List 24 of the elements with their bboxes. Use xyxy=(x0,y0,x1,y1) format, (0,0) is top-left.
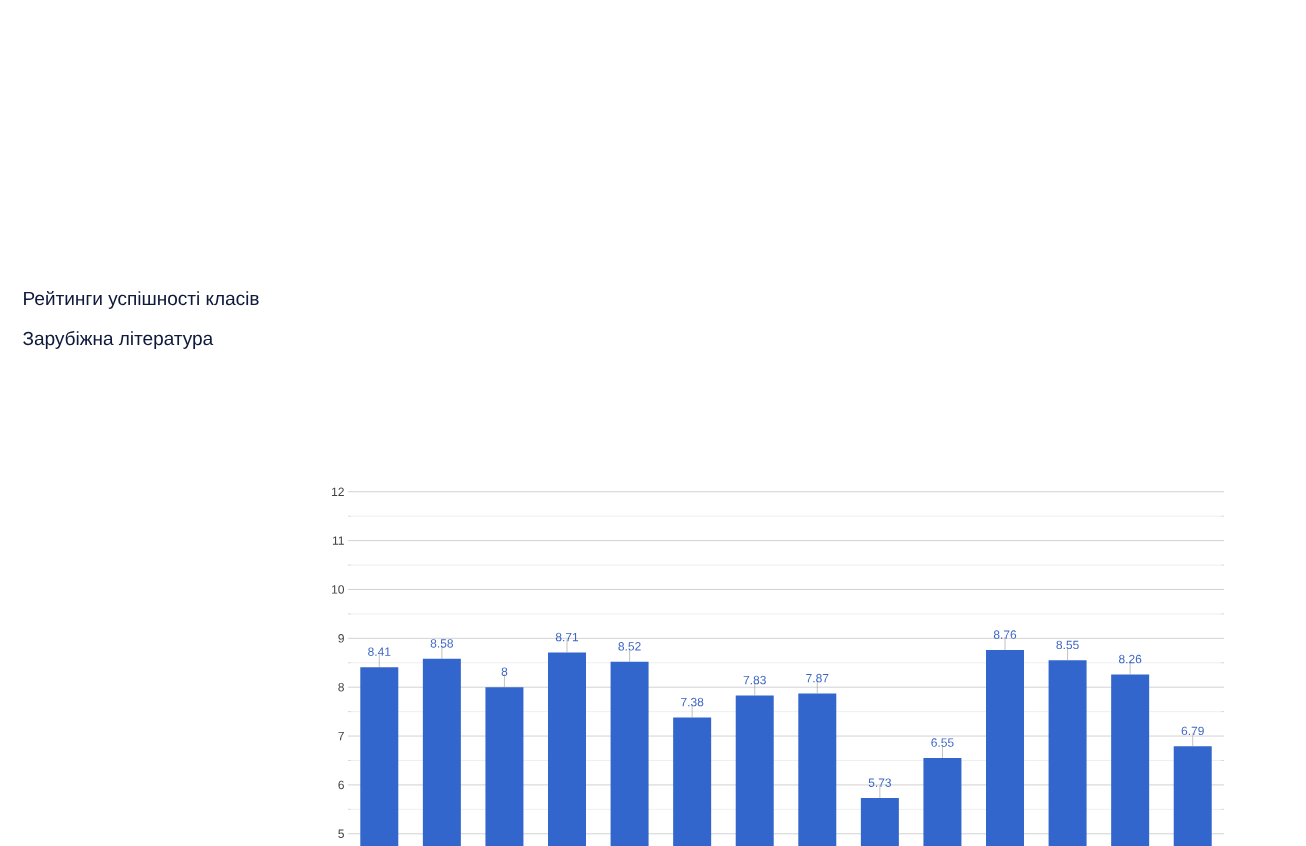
data-label: 8.55 xyxy=(1056,640,1079,649)
data-label: 8.71 xyxy=(555,632,579,642)
y-tick-label: 11 xyxy=(332,536,344,545)
data-label: 8.41 xyxy=(368,647,391,656)
y-tick-label: 9 xyxy=(338,633,344,643)
data-label: 5.73 xyxy=(868,778,892,787)
data-label: 7.38 xyxy=(681,697,704,707)
y-tick-label: 5 xyxy=(338,829,344,838)
data-label: 8.76 xyxy=(993,630,1017,639)
data-label: 8.52 xyxy=(618,641,641,651)
data-label: 8.58 xyxy=(430,639,454,648)
data-label: 6.55 xyxy=(931,738,954,747)
data-label: 8.26 xyxy=(1118,654,1142,664)
y-tick-label: 10 xyxy=(332,585,345,594)
data-label: 7.87 xyxy=(806,673,829,683)
data-label: 6.79 xyxy=(1181,726,1204,735)
text: Зарубіжна література xyxy=(23,330,214,349)
y-tick-label: 7 xyxy=(338,731,344,741)
y-tick-label: 8 xyxy=(338,682,344,692)
y-tick-label: 12 xyxy=(332,487,344,496)
data-label: 7.83 xyxy=(743,675,766,685)
text: Рейтинги успішності класів xyxy=(24,290,259,309)
data-label: 8 xyxy=(501,667,508,676)
y-tick-label: 6 xyxy=(338,780,344,790)
